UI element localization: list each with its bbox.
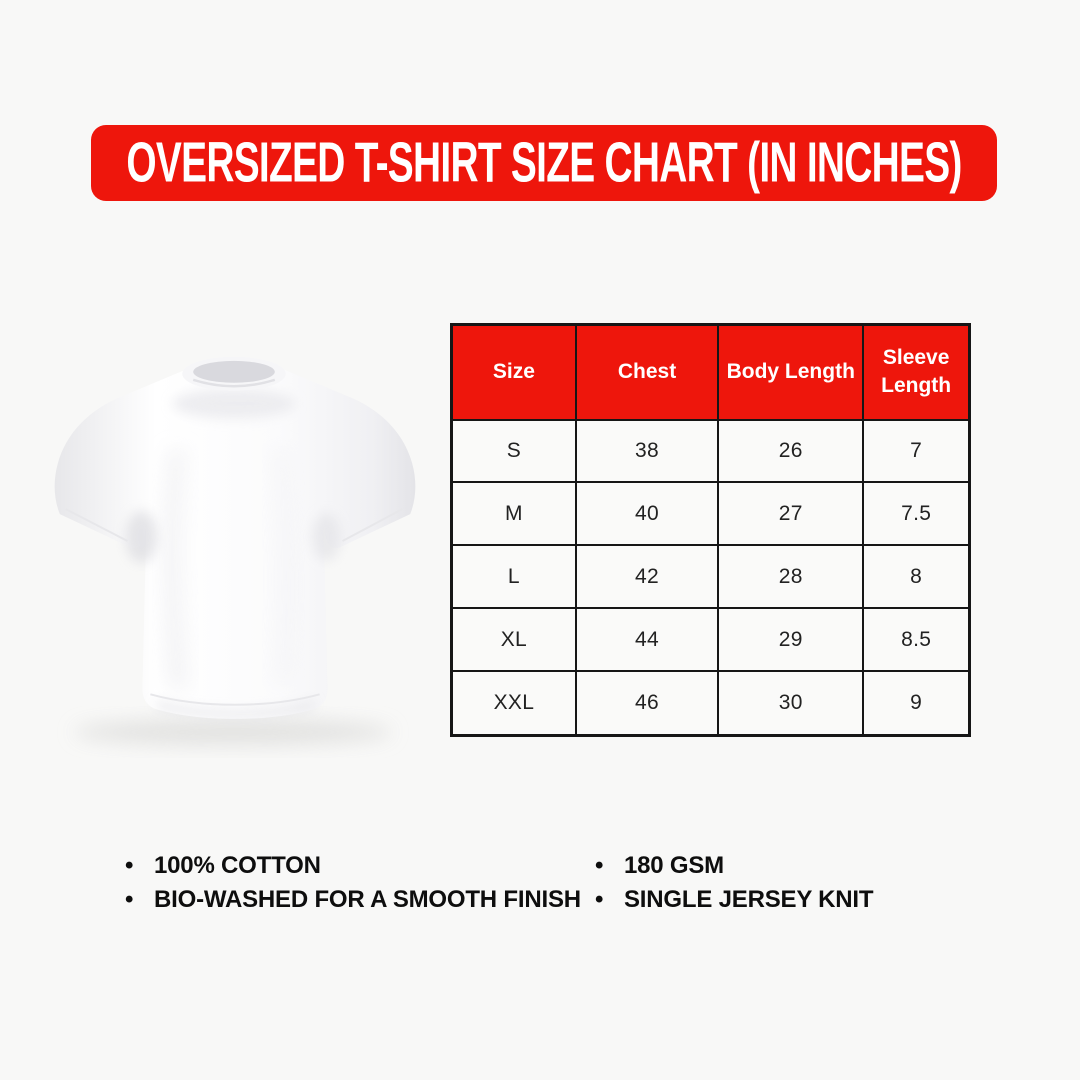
cell-size: M xyxy=(450,481,577,547)
cell-sleeve: 9 xyxy=(862,670,971,737)
tshirt-ground-shadow xyxy=(73,719,393,746)
cell-sleeve: 8.5 xyxy=(862,607,971,673)
list-item: 100% COTTON xyxy=(121,849,591,883)
cell-chest: 46 xyxy=(574,670,720,737)
header-size: Size xyxy=(450,323,577,421)
list-item: SINGLE JERSEY KNIT xyxy=(591,883,991,917)
tshirt-collar xyxy=(182,356,286,391)
cell-body: 26 xyxy=(717,418,865,484)
cell-sleeve: 7 xyxy=(862,418,971,484)
list-item: 180 GSM xyxy=(591,849,991,883)
cell-body: 28 xyxy=(717,544,865,610)
table-row: L 42 28 8 xyxy=(450,544,971,610)
title-banner: OVERSIZED T-SHIRT SIZE CHART (IN INCHES) xyxy=(91,125,997,201)
page-title: OVERSIZED T-SHIRT SIZE CHART (IN INCHES) xyxy=(126,131,962,195)
table-row: S 38 26 7 xyxy=(450,418,971,484)
cell-body: 27 xyxy=(717,481,865,547)
tshirt-shading xyxy=(125,388,341,718)
cell-size: XXL xyxy=(450,670,577,737)
cell-sleeve: 8 xyxy=(862,544,971,610)
table-row: XL 44 29 8.5 xyxy=(450,607,971,673)
cell-chest: 44 xyxy=(574,607,720,673)
cell-body: 30 xyxy=(717,670,865,737)
header-chest: Chest xyxy=(574,323,720,421)
tshirt-stitches xyxy=(65,508,403,706)
cell-chest: 40 xyxy=(574,481,720,547)
cell-chest: 42 xyxy=(574,544,720,610)
header-sleeve-length: Sleeve Length xyxy=(862,323,971,421)
table-header-row: Size Chest Body Length Sleeve Length xyxy=(450,323,971,421)
size-chart-table: Size Chest Body Length Sleeve Length S 3… xyxy=(450,323,971,737)
cell-size: L xyxy=(450,544,577,610)
cell-body: 29 xyxy=(717,607,865,673)
cell-sleeve: 7.5 xyxy=(862,481,971,547)
tshirt-body xyxy=(54,357,416,719)
cell-size: XL xyxy=(450,607,577,673)
tshirt-photo xyxy=(54,356,416,746)
table-row: XXL 46 30 9 xyxy=(450,670,971,737)
list-item: BIO-WASHED FOR A SMOOTH FINISH xyxy=(121,883,591,917)
cell-size: S xyxy=(450,418,577,484)
table-row: M 40 27 7.5 xyxy=(450,481,971,547)
features-right-list: 180 GSM SINGLE JERSEY KNIT xyxy=(591,849,991,917)
header-body-length: Body Length xyxy=(717,323,865,421)
cell-chest: 38 xyxy=(574,418,720,484)
size-table-container: Size Chest Body Length Sleeve Length S 3… xyxy=(450,323,971,737)
features-left-list: 100% COTTON BIO-WASHED FOR A SMOOTH FINI… xyxy=(121,849,591,917)
